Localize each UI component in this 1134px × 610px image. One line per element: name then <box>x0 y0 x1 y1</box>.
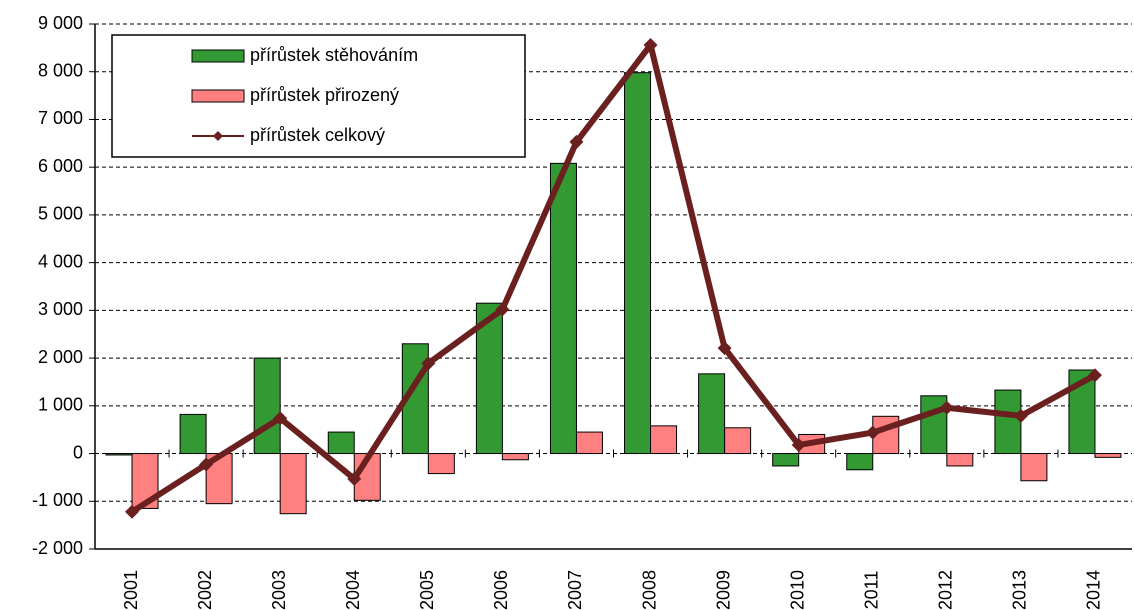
bar <box>253 357 281 455</box>
marker <box>199 457 214 472</box>
y-tick-label: 2 000 <box>38 347 83 367</box>
marker <box>791 437 806 452</box>
legend-marker <box>213 131 223 141</box>
bar <box>327 431 355 455</box>
x-tick-label: 2011 <box>862 571 882 610</box>
x-tick-label: 2013 <box>1010 570 1030 610</box>
legend-swatch <box>191 49 245 63</box>
y-tick-label: 7 000 <box>38 108 83 128</box>
x-tick-label: 2010 <box>787 570 807 610</box>
legend-label: přírůstek přirozený <box>250 85 399 105</box>
bar <box>946 453 974 467</box>
bar <box>624 72 652 455</box>
y-tick-label: -2 000 <box>32 538 83 558</box>
bar <box>279 453 307 515</box>
marker <box>1087 368 1102 383</box>
bar <box>501 453 529 461</box>
x-tick-label: 2006 <box>491 570 511 610</box>
x-tick-label: 2009 <box>713 570 733 610</box>
bar <box>575 431 603 455</box>
y-tick-label: -1 000 <box>32 490 83 510</box>
y-tick-label: 8 000 <box>38 60 83 80</box>
bar <box>1094 453 1122 458</box>
bar <box>105 453 133 456</box>
marker <box>569 134 584 149</box>
x-tick-label: 2002 <box>195 570 215 610</box>
y-tick-label: 5 000 <box>38 204 83 224</box>
bar <box>994 389 1022 455</box>
x-tick-label: 2003 <box>269 570 289 610</box>
y-tick-label: 3 000 <box>38 299 83 319</box>
x-tick-label: 2001 <box>121 570 141 610</box>
y-tick-label: 1 000 <box>38 395 83 415</box>
bar <box>698 373 726 455</box>
marker <box>421 356 436 371</box>
bar <box>549 162 577 455</box>
bar <box>179 413 207 455</box>
marker <box>643 38 658 52</box>
bar <box>772 453 800 467</box>
marker <box>865 425 880 440</box>
y-tick-label: 9 000 <box>38 13 83 33</box>
bar <box>724 427 752 455</box>
x-tick-label: 2012 <box>936 570 956 610</box>
legend-label: přírůstek stěhováním <box>250 45 418 65</box>
bar <box>427 453 455 475</box>
legend <box>111 34 526 158</box>
y-tick-label: 6 000 <box>38 156 83 176</box>
y-tick-label: 0 <box>73 442 83 462</box>
legend-swatch <box>191 89 245 103</box>
x-tick-label: 2005 <box>417 570 437 610</box>
marker <box>717 341 732 356</box>
marker <box>939 400 954 415</box>
y-tick-label: 4 000 <box>38 251 83 271</box>
marker <box>495 302 510 317</box>
bar <box>920 395 948 455</box>
x-tick-label: 2004 <box>343 570 363 610</box>
line <box>130 42 1097 515</box>
x-tick-label: 2008 <box>639 570 659 610</box>
legend-label: přírůstek celkový <box>250 125 385 145</box>
marker <box>273 411 288 426</box>
x-tick-label: 2014 <box>1084 570 1104 610</box>
bar <box>650 425 678 455</box>
x-tick-label: 2007 <box>565 570 585 610</box>
bar <box>1020 453 1048 482</box>
marker <box>125 504 140 519</box>
bar <box>131 453 159 509</box>
bar <box>846 453 874 471</box>
marker <box>347 471 362 486</box>
marker <box>1013 408 1028 423</box>
